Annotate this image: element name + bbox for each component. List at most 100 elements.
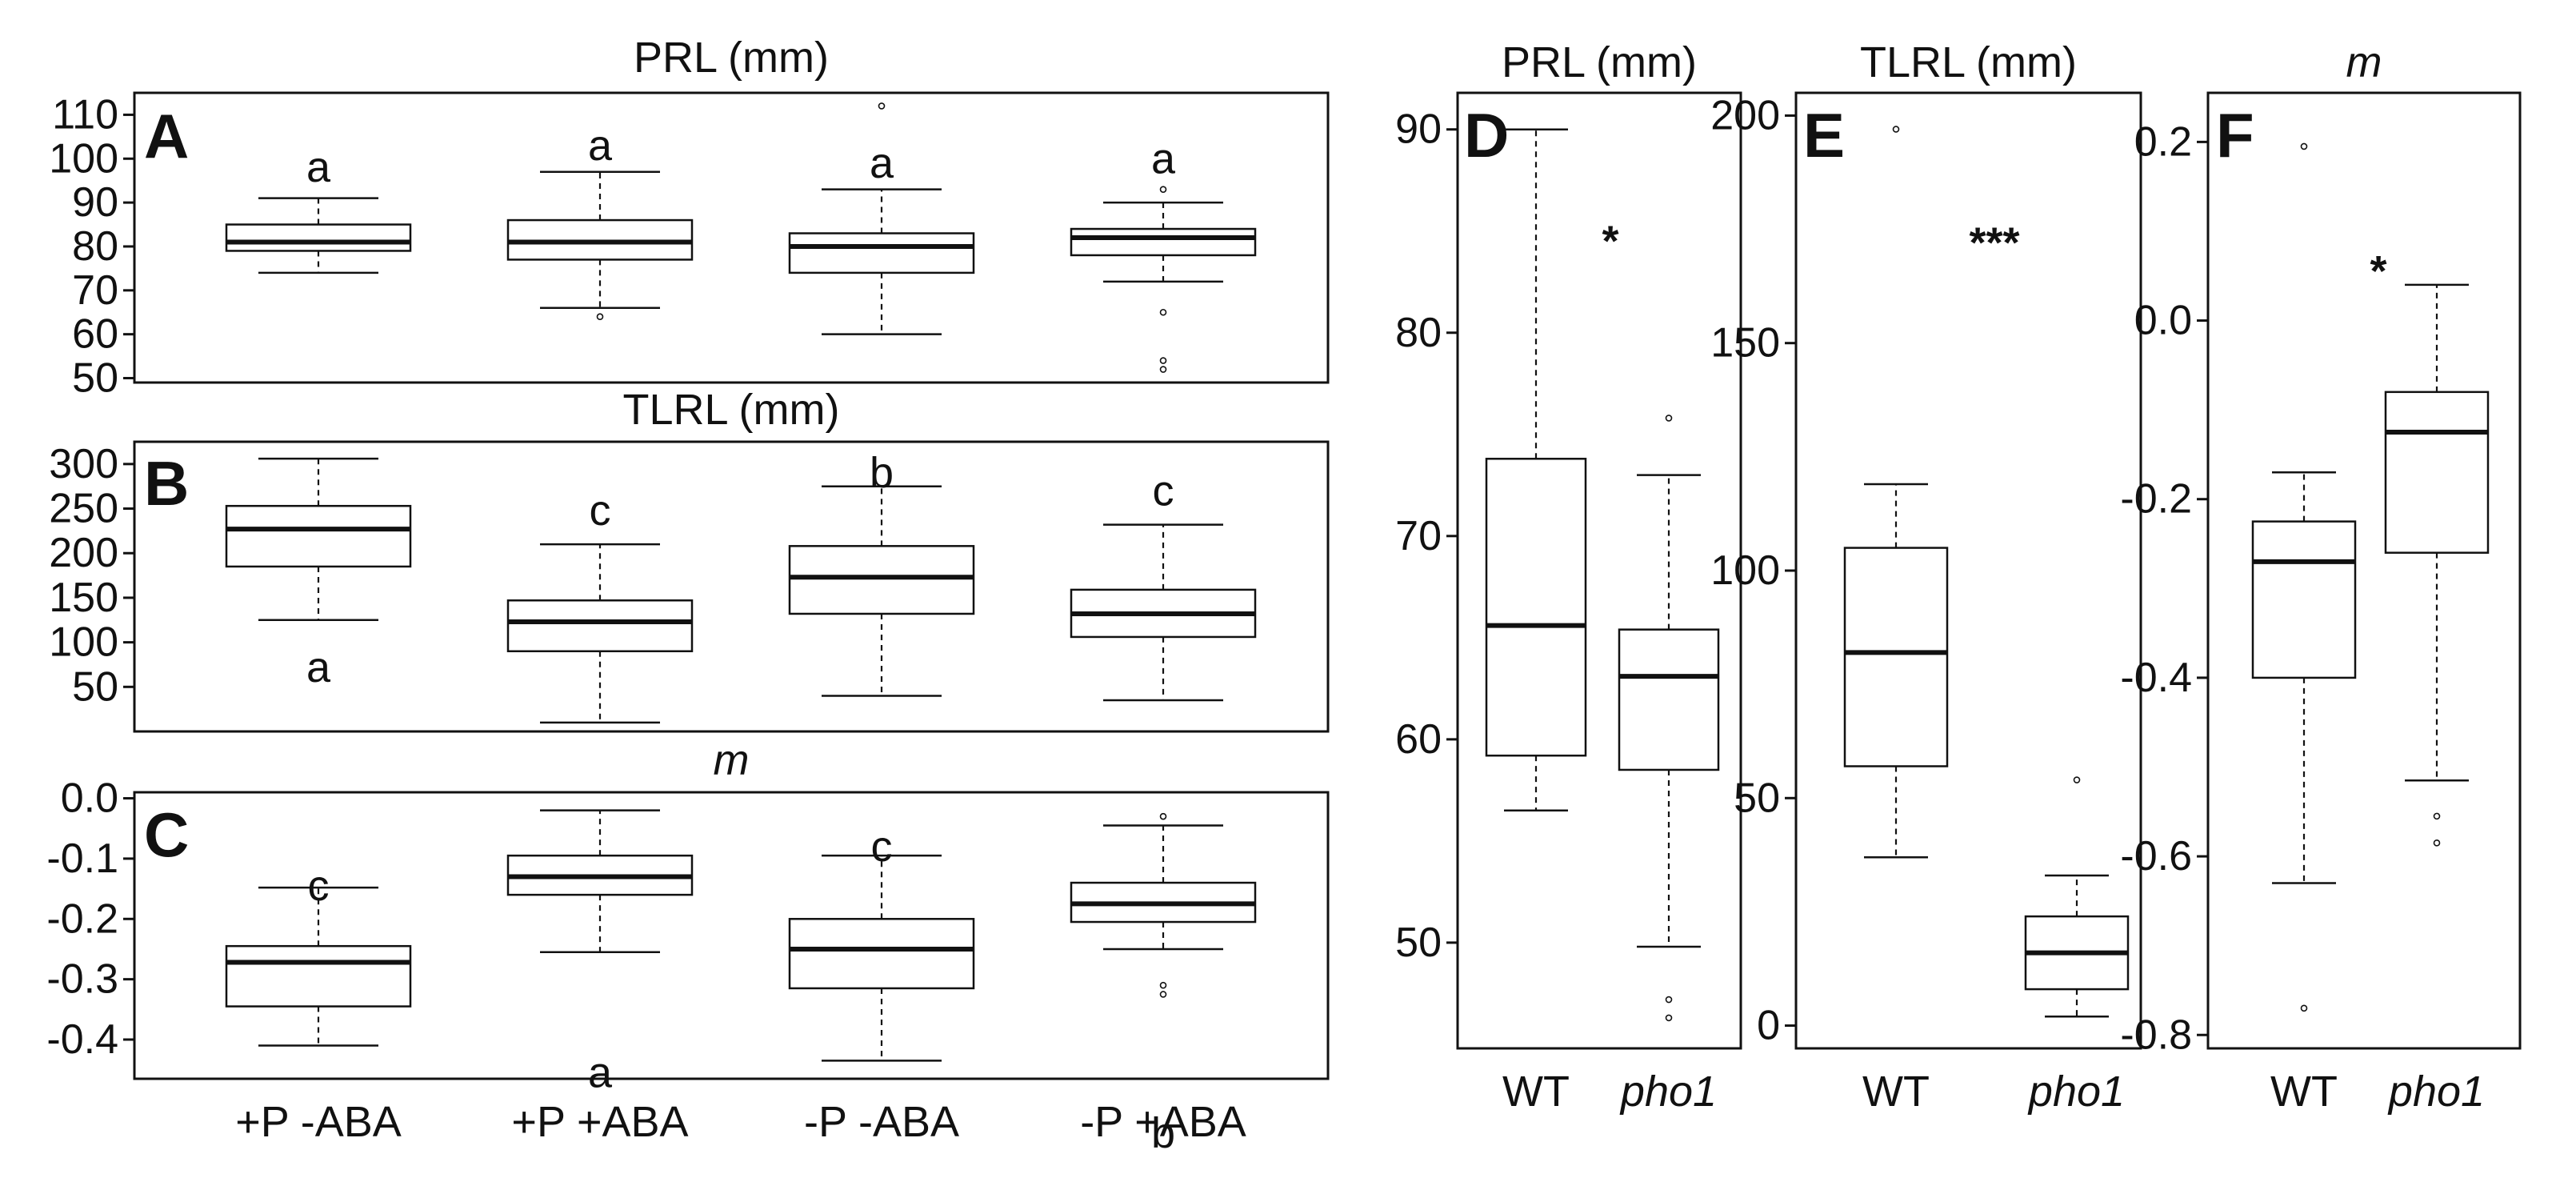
- panel-title: PRL (mm): [634, 34, 829, 82]
- x-category-label: WT: [1862, 1068, 1930, 1116]
- x-category-label: -P -ABA: [804, 1098, 959, 1146]
- outlier-point: [1159, 812, 1167, 820]
- significance-letter: b: [1151, 1109, 1175, 1157]
- panel-title: TLRL (mm): [623, 386, 840, 434]
- y-tick-label: -0.6: [2120, 833, 2192, 879]
- y-tick-label: 90: [1395, 106, 1442, 153]
- box-iqr: [225, 504, 412, 568]
- y-tick-label: 200: [1710, 92, 1780, 138]
- box-iqr: [1618, 628, 1720, 771]
- x-category-label: pho1: [2387, 1068, 2485, 1116]
- panel-letter: F: [2216, 100, 2254, 170]
- box-2: [1618, 415, 1720, 1022]
- y-tick-label: 300: [49, 441, 118, 487]
- significance-letter: b: [870, 449, 894, 497]
- panel-title: PRL (mm): [1502, 38, 1697, 86]
- x-category-label: +P -ABA: [235, 1098, 402, 1146]
- box-iqr: [506, 599, 694, 653]
- box-iqr: [788, 232, 975, 274]
- box-2: [506, 543, 694, 724]
- y-tick-label: 250: [49, 486, 118, 532]
- panel-title: m: [714, 736, 750, 784]
- outlier-point: [1159, 357, 1167, 364]
- panel-letter: C: [144, 799, 189, 870]
- y-tick-label: 50: [1395, 920, 1442, 966]
- box-iqr: [225, 223, 412, 252]
- box-2: [506, 170, 694, 321]
- plot-frame: [133, 91, 1330, 384]
- significance-stars: *: [2370, 247, 2386, 295]
- significance-letter: a: [306, 643, 331, 691]
- significance-letter: a: [870, 139, 894, 187]
- x-category-label: WT: [1502, 1068, 1570, 1116]
- y-tick-label: 0: [1757, 1003, 1780, 1049]
- y-tick-label: -0.3: [46, 956, 118, 1003]
- outlier-point: [1159, 366, 1167, 373]
- box-1: [225, 886, 412, 1047]
- x-category-label: pho1: [1619, 1068, 1717, 1116]
- x-category-label: WT: [2270, 1068, 2338, 1116]
- panel-f: m F 0.2 0.0 -0.2 -0.4 -0.6 -0.8 * WT pho1: [2120, 38, 2522, 1116]
- box-1: [1485, 128, 1587, 812]
- significance-letter: c: [1153, 467, 1174, 515]
- box-iqr: [2251, 520, 2357, 679]
- significance-letter: c: [590, 487, 611, 535]
- y-tick-label: 0.0: [61, 775, 118, 822]
- panel-letter: E: [1803, 100, 1845, 170]
- y-tick-label: 70: [72, 267, 118, 314]
- outlier-point: [2300, 1004, 2308, 1012]
- y-tick-label: -0.2: [2120, 476, 2192, 523]
- y-tick-label: 110: [52, 91, 118, 138]
- significance-letter: c: [871, 823, 893, 871]
- significance-letter: a: [1151, 134, 1176, 182]
- box-iqr: [1843, 547, 1949, 767]
- outlier-point: [1665, 415, 1673, 422]
- y-tick-label: -0.2: [46, 896, 118, 942]
- plot-frame: [2206, 91, 2522, 1050]
- plot-frame: [1456, 91, 1742, 1050]
- significance-stars: ***: [1969, 219, 2019, 267]
- box-4: [1070, 186, 1257, 373]
- plot-frame: [133, 440, 1330, 733]
- x-category-label: -P +ABA: [1080, 1098, 1246, 1146]
- y-tick-label: 100: [49, 135, 118, 182]
- panel-e: TLRL (mm) E 200 150 100 50 0 *** WT pho1: [1710, 38, 2142, 1116]
- outlier-point: [1665, 1014, 1673, 1022]
- box-4: [1070, 812, 1257, 998]
- outlier-point: [596, 313, 604, 321]
- y-tick-label: -0.4: [2120, 655, 2192, 701]
- box-iqr: [1485, 458, 1587, 757]
- panel-title: TLRL (mm): [1860, 38, 2077, 86]
- y-tick-label: 100: [49, 619, 118, 666]
- box-1: [2251, 142, 2357, 1012]
- panel-letter: A: [144, 101, 189, 171]
- y-tick-label: 70: [1395, 513, 1442, 559]
- x-category-label: +P +ABA: [511, 1098, 688, 1146]
- box-1: [1843, 126, 1949, 859]
- plot-frame: [133, 791, 1330, 1080]
- box-iqr: [2384, 391, 2490, 554]
- y-tick-label: 60: [72, 311, 118, 358]
- significance-letter: a: [588, 122, 613, 170]
- x-category-label: pho1: [2027, 1068, 2125, 1116]
- box-2: [506, 809, 694, 953]
- y-tick-label: 200: [49, 530, 118, 576]
- y-tick-label: 150: [1710, 320, 1780, 367]
- outlier-point: [2433, 812, 2441, 820]
- outlier-point: [1159, 308, 1167, 316]
- y-tick-label: 100: [1710, 547, 1780, 594]
- box-iqr: [225, 944, 412, 1008]
- y-tick-label: -0.1: [46, 835, 118, 882]
- outlier-point: [1159, 186, 1167, 193]
- panel-letter: D: [1464, 100, 1509, 170]
- y-tick-label: -0.4: [46, 1016, 118, 1063]
- outlier-point: [1892, 126, 1900, 133]
- significance-letter: a: [306, 143, 331, 191]
- outlier-point: [2073, 776, 2081, 783]
- outlier-point: [878, 102, 886, 110]
- box-1: [225, 197, 412, 274]
- significance-stars: *: [1602, 217, 1618, 265]
- box-iqr: [1070, 227, 1257, 257]
